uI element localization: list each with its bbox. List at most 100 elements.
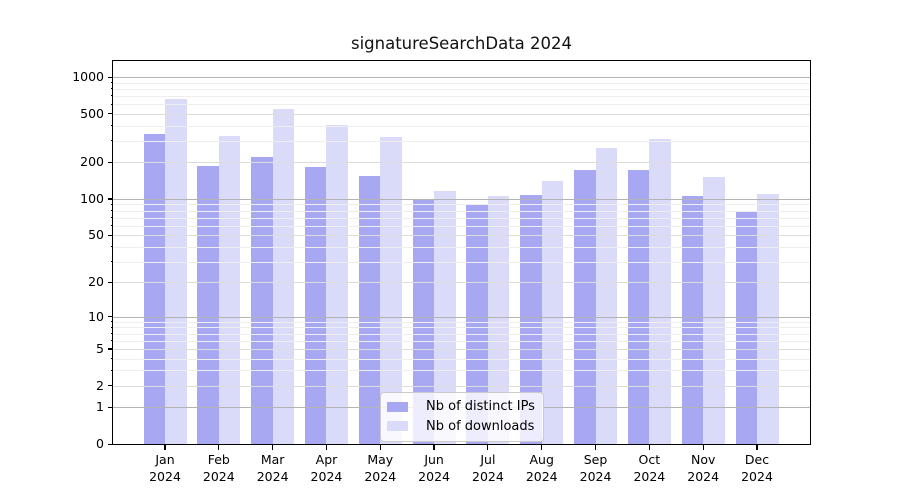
y-axis-tick (108, 234, 113, 236)
y-axis-minor-tick (110, 246, 113, 248)
gridline-minor (113, 282, 810, 284)
y-axis-minor-tick (110, 203, 113, 205)
y-axis-minor-tick (110, 358, 113, 359)
gridline-minor (113, 225, 810, 227)
gridline-minor (113, 82, 810, 84)
y-axis-minor-tick (110, 340, 113, 342)
y-axis-tick (108, 161, 113, 163)
bar-distinct-ips (251, 157, 273, 444)
gridline-minor (113, 246, 810, 248)
bar-distinct-ips (143, 134, 165, 444)
y-axis-minor-tick (110, 369, 113, 371)
gridline-minor (113, 140, 810, 142)
legend-label-downloads: Nb of downloads (426, 418, 535, 434)
bar-downloads (757, 193, 779, 444)
y-axis-minor-tick (110, 217, 113, 219)
legend-swatch-downloads (387, 421, 408, 432)
x-tick-label: Jun 2024 (418, 452, 450, 484)
y-tick-label: 1 (96, 399, 104, 415)
y-axis-tick (108, 348, 113, 350)
x-axis-tick (594, 445, 597, 450)
bar-downloads (541, 181, 564, 444)
gridline-minor (113, 113, 810, 115)
y-axis-minor-tick (110, 333, 113, 335)
bar-downloads (218, 135, 241, 444)
x-tick-label: Feb 2024 (202, 452, 235, 484)
y-axis-minor-tick (110, 140, 113, 142)
y-tick-label: 0 (96, 436, 104, 451)
bar-downloads (165, 98, 187, 444)
gridline-minor (113, 125, 810, 127)
x-axis-tick (164, 445, 166, 450)
bar-downloads (595, 148, 618, 444)
gridline-major (113, 316, 810, 318)
x-tick-label: Sep 2024 (579, 452, 612, 484)
y-axis-tick (108, 198, 113, 200)
y-tick-label: 5 (96, 340, 104, 356)
gridline-minor (113, 88, 810, 90)
y-tick-label: 100 (80, 190, 104, 206)
y-axis-minor-tick (110, 225, 113, 227)
gridline-minor (113, 333, 810, 335)
y-axis-minor-tick (110, 82, 113, 84)
y-tick-label: 1000 (72, 69, 104, 84)
y-tick-label: 20 (88, 274, 104, 290)
bar-distinct-ips (627, 169, 650, 444)
chart-title: signatureSearchData 2024 (350, 34, 573, 53)
gridline-major (113, 77, 810, 78)
gridline-minor (113, 327, 810, 329)
y-axis-minor-tick (110, 210, 113, 212)
y-axis-tick (108, 281, 113, 283)
gridline-minor (113, 204, 810, 206)
gridline-minor (113, 217, 810, 219)
gridline-minor (113, 95, 810, 97)
legend-item-distinct-ips: Nb of distinct IPs (387, 397, 535, 417)
gridline-minor (113, 261, 810, 263)
x-axis-tick (433, 445, 435, 450)
y-axis-tick (108, 76, 113, 78)
gridline-major (113, 198, 810, 200)
x-axis-tick (379, 445, 381, 450)
bar-downloads (326, 124, 348, 444)
x-axis-tick (487, 445, 489, 450)
legend-item-downloads: Nb of downloads (387, 417, 535, 437)
y-axis-minor-tick (110, 321, 113, 323)
legend-swatch-distinct-ips (387, 401, 408, 412)
x-axis-tick (218, 445, 220, 450)
bar-distinct-ips (304, 166, 327, 444)
gridline-minor (113, 104, 810, 106)
bar-distinct-ips (574, 170, 596, 444)
bar-downloads (649, 139, 671, 444)
bar-distinct-ips (197, 166, 219, 444)
bar-downloads (703, 177, 725, 444)
y-axis-minor-tick (110, 88, 113, 90)
x-tick-label: Mar 2024 (256, 452, 289, 484)
y-axis-minor-tick (110, 103, 113, 105)
x-axis-tick (541, 445, 543, 450)
legend: Nb of distinct IPs Nb of downloads (380, 392, 544, 442)
y-axis-tick (108, 113, 113, 115)
gridline-minor (113, 370, 810, 372)
legend-label-distinct-ips: Nb of distinct IPs (426, 399, 535, 415)
x-axis-tick (648, 445, 650, 450)
x-axis-tick (702, 445, 704, 450)
gridline-minor (113, 235, 810, 237)
gridline-minor (113, 358, 810, 360)
y-tick-label: 50 (88, 227, 104, 243)
x-tick-label: Nov 2024 (687, 452, 720, 484)
x-axis-tick (325, 445, 328, 450)
y-tick-label: 2 (96, 377, 104, 393)
gridline-minor (113, 210, 810, 212)
bar-downloads (487, 195, 510, 444)
bar-distinct-ips (681, 196, 704, 444)
bar-downloads (434, 191, 456, 444)
gridline-minor (113, 348, 810, 350)
x-tick-label: Apr 2024 (310, 452, 343, 484)
y-axis-minor-tick (110, 261, 113, 263)
x-tick-label: Jan 2024 (149, 452, 181, 484)
bar-distinct-ips (358, 176, 381, 444)
bar-distinct-ips (520, 195, 542, 444)
y-tick-label: 200 (80, 154, 104, 170)
gridline-minor (113, 162, 810, 164)
